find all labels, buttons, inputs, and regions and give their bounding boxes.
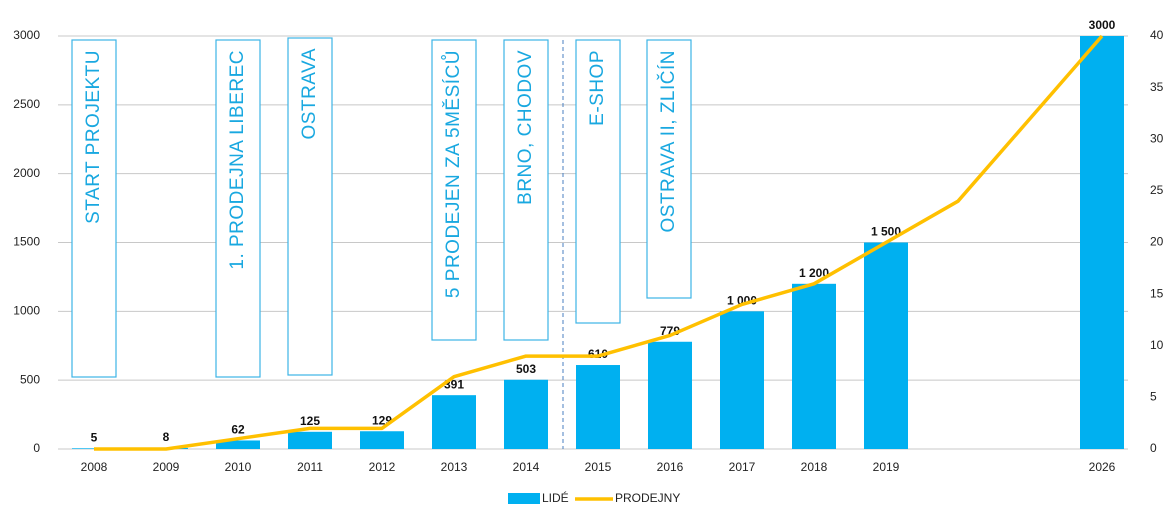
y2-tick-label: 15 bbox=[1150, 286, 1164, 300]
y2-tick-label: 35 bbox=[1150, 80, 1164, 94]
x-tick-label: 2009 bbox=[153, 460, 180, 474]
bar bbox=[216, 440, 260, 449]
annotation-box bbox=[431, 39, 477, 341]
legend-swatch bbox=[508, 493, 540, 504]
x-tick-label: 2010 bbox=[225, 460, 252, 474]
legend-label: LIDÉ bbox=[542, 490, 569, 505]
annotation-box bbox=[646, 39, 692, 299]
y-tick-label: 1500 bbox=[13, 235, 40, 249]
bar bbox=[864, 242, 908, 449]
bar bbox=[648, 341, 692, 449]
annotation-box bbox=[503, 39, 549, 341]
annotation-box bbox=[287, 37, 333, 376]
bar bbox=[504, 379, 548, 449]
bar bbox=[288, 431, 332, 449]
y-tick-label: 2000 bbox=[13, 166, 40, 180]
y-tick-label: 3000 bbox=[13, 28, 40, 42]
annotation-box bbox=[71, 39, 117, 378]
data-label: 129 bbox=[372, 413, 392, 427]
bar bbox=[576, 365, 620, 449]
y2-tick-label: 10 bbox=[1150, 338, 1164, 352]
data-label: 391 bbox=[444, 377, 464, 391]
x-tick-label: 2016 bbox=[657, 460, 684, 474]
x-tick-label: 2019 bbox=[873, 460, 900, 474]
data-label: 8 bbox=[163, 430, 170, 444]
bar bbox=[432, 395, 476, 449]
x-tick-label: 2011 bbox=[297, 460, 323, 474]
annotation: BRNO, CHODOV bbox=[515, 50, 536, 205]
y2-tick-label: 0 bbox=[1150, 441, 1157, 455]
annotation: 5 PRODEJEN ZA 5MĚSÍCŮ bbox=[442, 50, 464, 298]
bar bbox=[1080, 36, 1124, 449]
data-label: 503 bbox=[516, 362, 536, 376]
annotation-box bbox=[215, 39, 261, 378]
annotation: START PROJEKTU bbox=[83, 50, 104, 224]
x-tick-label: 2012 bbox=[369, 460, 396, 474]
annotation: OSTRAVA II, ZLIČÍN bbox=[657, 50, 679, 233]
bar bbox=[360, 431, 404, 449]
data-label: 62 bbox=[231, 423, 245, 437]
data-label: 125 bbox=[300, 414, 320, 428]
y2-tick-label: 5 bbox=[1150, 390, 1157, 404]
x-tick-label: 2008 bbox=[81, 460, 108, 474]
y-tick-label: 500 bbox=[20, 372, 40, 386]
x-tick-label: 2018 bbox=[801, 460, 828, 474]
x-tick-label: 2014 bbox=[513, 460, 540, 474]
y-tick-label: 1000 bbox=[13, 304, 40, 318]
bar bbox=[720, 311, 764, 449]
y2-tick-label: 40 bbox=[1150, 28, 1164, 42]
data-label: 1 500 bbox=[871, 225, 901, 239]
data-label: 5 bbox=[91, 430, 98, 444]
x-tick-label: 2026 bbox=[1089, 460, 1116, 474]
x-tick-label: 2017 bbox=[729, 460, 756, 474]
x-tick-label: 2013 bbox=[441, 460, 468, 474]
annotation: 1. PRODEJNA LIBEREC bbox=[227, 50, 248, 270]
annotation: OSTRAVA bbox=[299, 48, 320, 139]
data-label: 3000 bbox=[1089, 18, 1116, 32]
y2-tick-label: 25 bbox=[1150, 183, 1164, 197]
data-label: 1 200 bbox=[799, 266, 829, 280]
annotation-box bbox=[575, 39, 621, 324]
x-tick-label: 2015 bbox=[585, 460, 612, 474]
y-tick-label: 2500 bbox=[13, 97, 40, 111]
bar bbox=[792, 283, 836, 449]
line bbox=[94, 34, 1104, 451]
y2-tick-label: 20 bbox=[1150, 235, 1164, 249]
legend-label: PRODEJNY bbox=[615, 491, 680, 505]
y2-tick-label: 30 bbox=[1150, 131, 1164, 145]
y-tick-label: 0 bbox=[33, 441, 40, 455]
annotation: E-SHOP bbox=[587, 50, 608, 126]
